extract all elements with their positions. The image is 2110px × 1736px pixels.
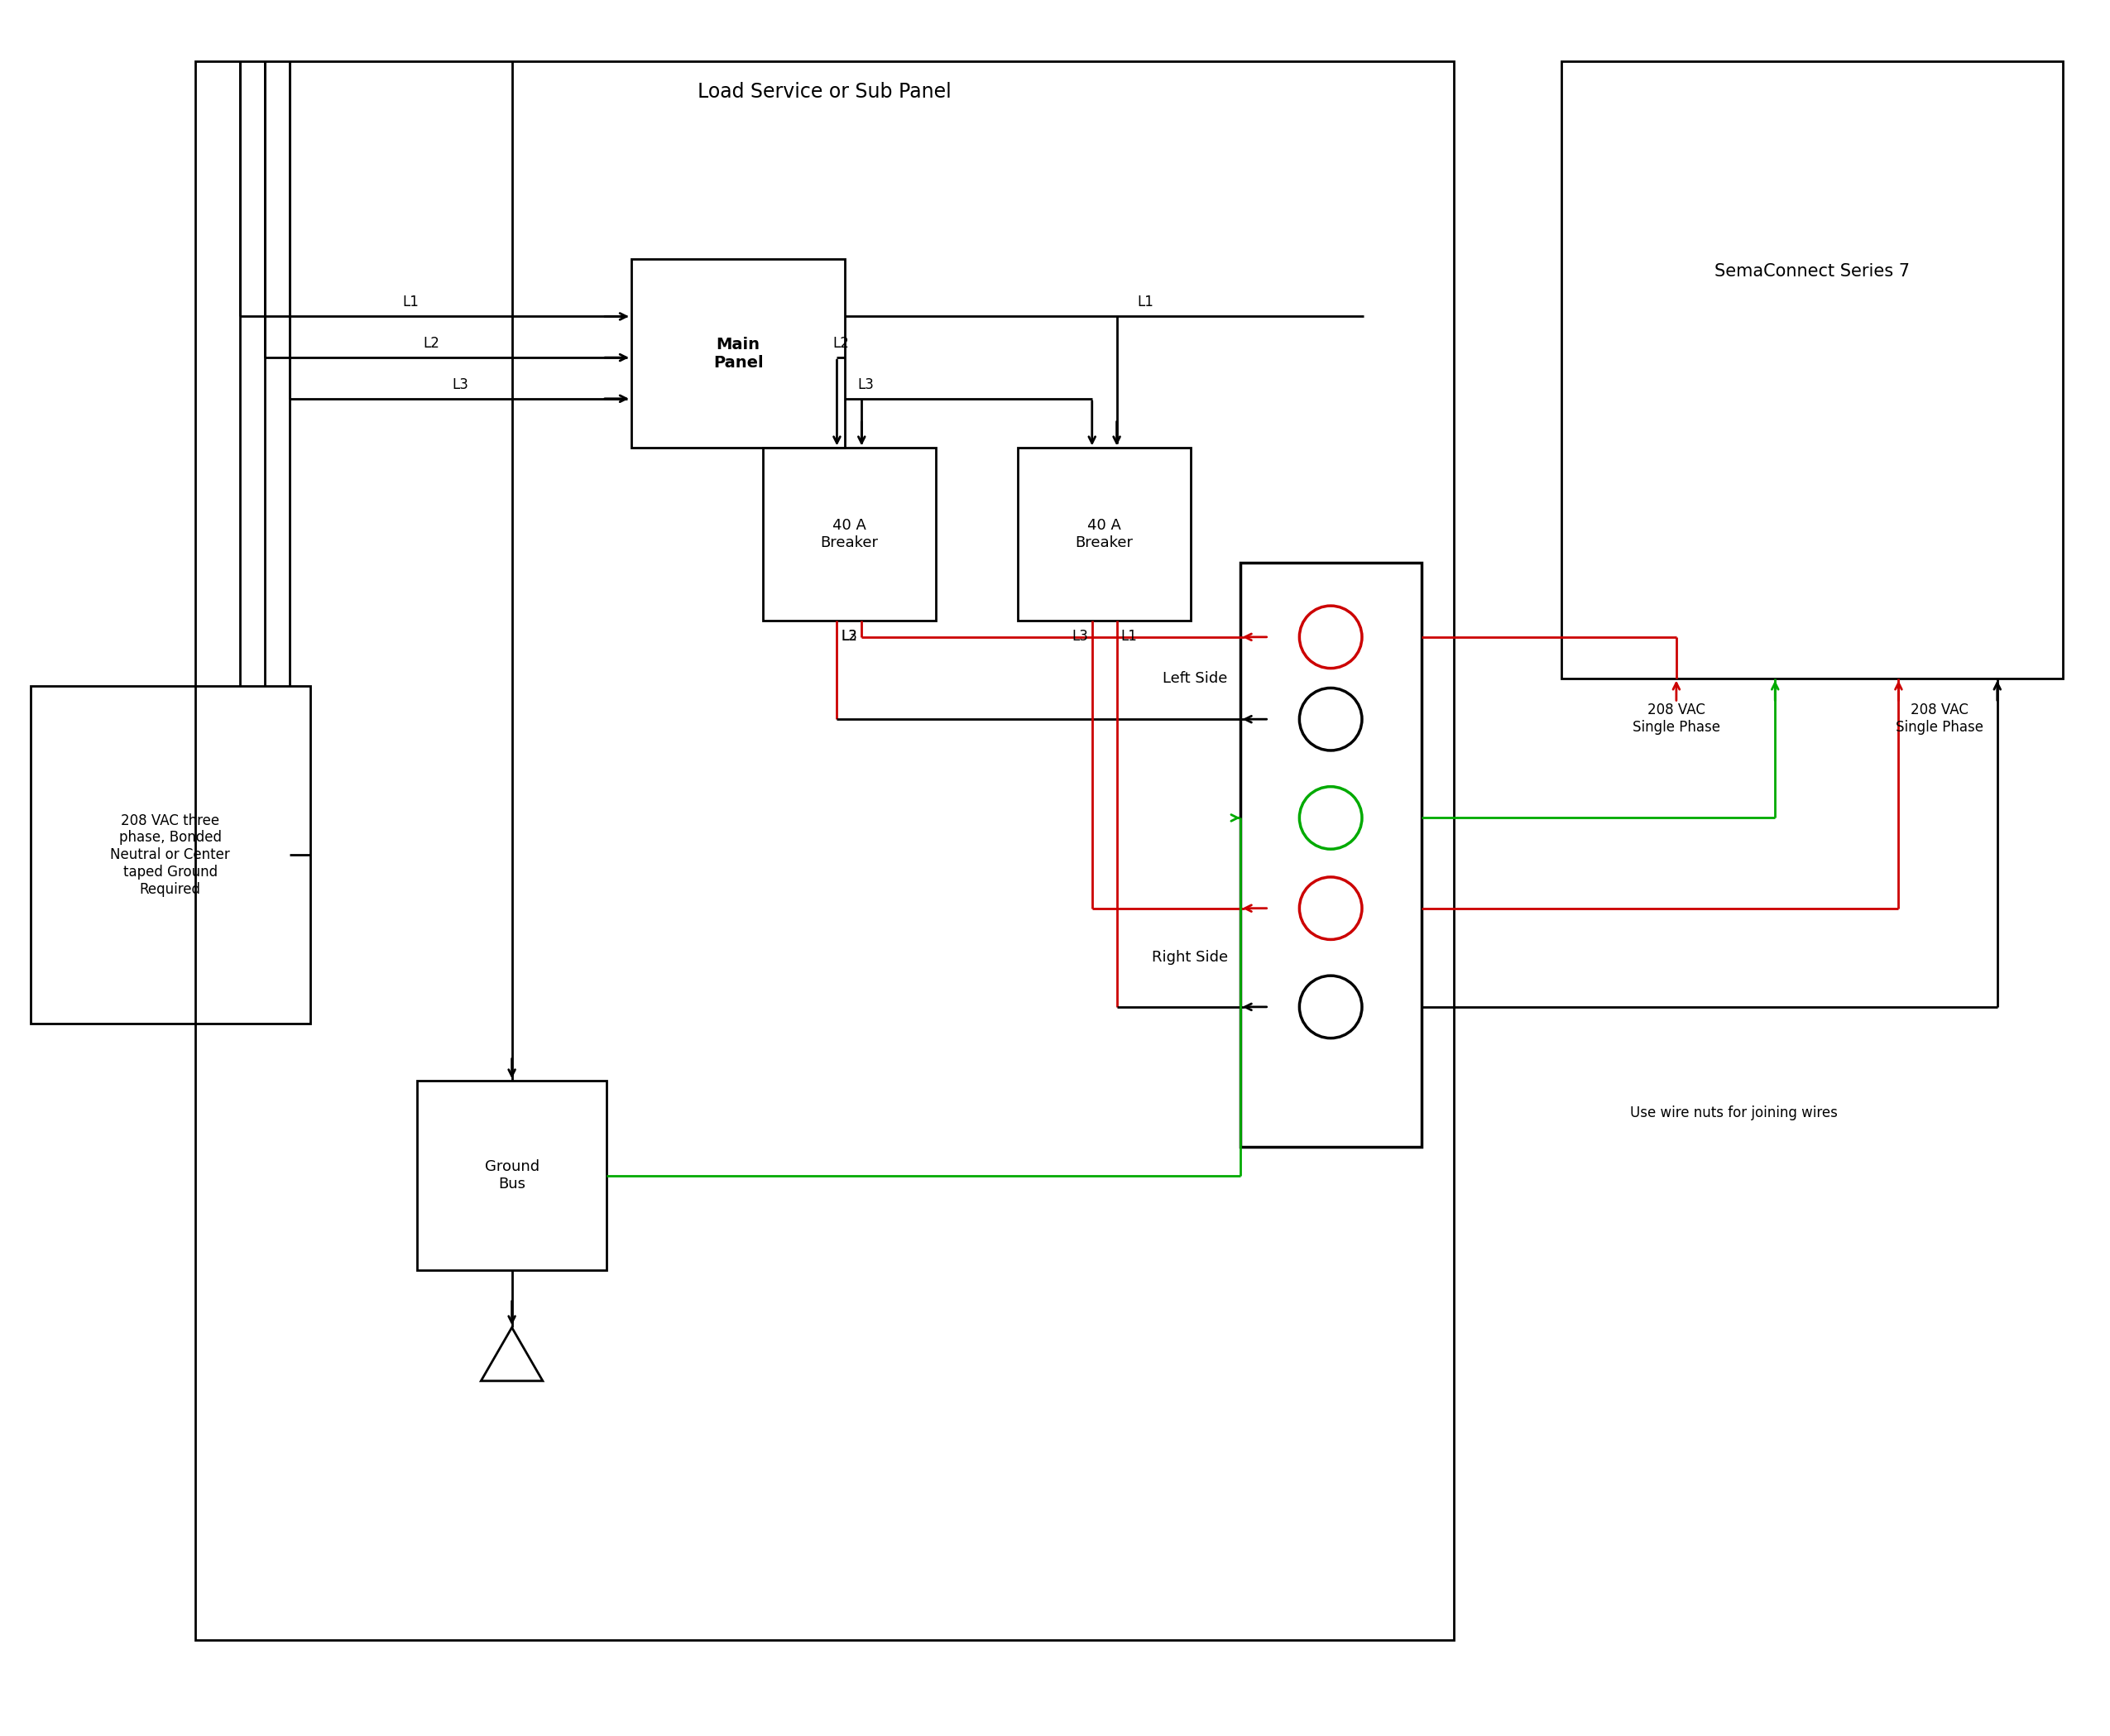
Bar (30, 686, 310, 1023)
Text: L1: L1 (403, 295, 420, 311)
Text: L1: L1 (1137, 295, 1154, 311)
Text: L3: L3 (842, 628, 857, 644)
Bar (631, 259, 846, 448)
Text: 208 VAC
Single Phase: 208 VAC Single Phase (1895, 703, 1983, 734)
Text: Left Side: Left Side (1163, 670, 1228, 686)
Text: Right Side: Right Side (1152, 950, 1228, 965)
Text: 40 A
Breaker: 40 A Breaker (821, 519, 878, 550)
Text: 208 VAC
Single Phase: 208 VAC Single Phase (1633, 703, 1720, 734)
Text: Load Service or Sub Panel: Load Service or Sub Panel (698, 82, 952, 102)
Bar (1017, 448, 1190, 620)
Text: L3: L3 (1072, 628, 1089, 644)
Text: L3: L3 (452, 377, 468, 392)
Text: L3: L3 (857, 377, 874, 392)
Bar (418, 1082, 606, 1271)
Text: L1: L1 (1120, 628, 1137, 644)
Bar (764, 448, 935, 620)
Text: L2: L2 (842, 628, 857, 644)
Bar (194, 62, 1454, 1641)
Bar (1241, 562, 1422, 1147)
Text: Main
Panel: Main Panel (713, 337, 764, 370)
Text: L2: L2 (833, 337, 848, 351)
Bar (1561, 62, 2064, 679)
Text: 208 VAC three
phase, Bonded
Neutral or Center
taped Ground
Required: 208 VAC three phase, Bonded Neutral or C… (110, 812, 230, 898)
Text: L2: L2 (424, 337, 439, 351)
Text: 40 A
Breaker: 40 A Breaker (1076, 519, 1133, 550)
Text: Ground
Bus: Ground Bus (485, 1160, 540, 1191)
Text: Use wire nuts for joining wires: Use wire nuts for joining wires (1631, 1106, 1838, 1120)
Text: SemaConnect Series 7: SemaConnect Series 7 (1715, 262, 1910, 279)
